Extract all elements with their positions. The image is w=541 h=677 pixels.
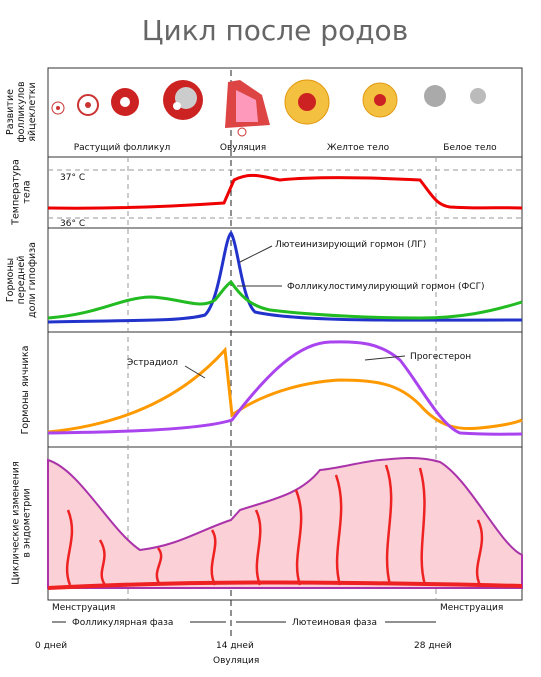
side-label: в эндометрии [22, 488, 33, 557]
side-labels: Развитие фолликулов яйцеклетки Температура т… [5, 81, 38, 585]
fsh-curve [47, 279, 523, 320]
side-label: доли гипофиза [27, 242, 38, 318]
side-label: яйцеклетки [27, 82, 38, 141]
ovulation-label: Овуляция [213, 656, 259, 666]
side-label: Гормоны яичника [20, 346, 31, 435]
stage: Белое тело [443, 143, 497, 153]
side-label: Гормоны [5, 258, 16, 302]
phase: Фолликулярная фаза [72, 618, 173, 628]
level: 37° C [60, 173, 85, 183]
stage: Растущий фолликул [74, 143, 171, 153]
pointer [239, 245, 273, 263]
curve-label: Фолликулостимулирующий гормон (ФСГ) [287, 282, 485, 292]
lh-curve [47, 230, 523, 324]
caption: Менструация [52, 603, 115, 613]
side-label: Циклические изменения [11, 461, 22, 584]
estradiol-curve [47, 346, 523, 434]
caption: Менструация [440, 603, 503, 613]
follicles [51, 79, 486, 137]
level: 36° C [60, 219, 85, 229]
vessels [47, 464, 523, 590]
pointer [184, 365, 206, 379]
curve-label: Эстрадиол [127, 358, 178, 368]
pointer [364, 355, 406, 361]
stage: Желтое тело [327, 143, 390, 153]
endometrium [47, 457, 523, 589]
frames [47, 67, 523, 601]
stage: Овуляция [220, 143, 266, 153]
curve-label: Прогестерон [410, 352, 471, 362]
side-label: Температура [11, 159, 22, 226]
side-label: передней [16, 256, 27, 305]
phase: Лютеиновая фаза [292, 618, 377, 628]
day: 14 дней [216, 641, 254, 651]
progesterone-curve [47, 340, 523, 436]
side-label: тела [22, 180, 33, 203]
side-label: Развитие [5, 89, 16, 135]
temperature-curve [47, 173, 523, 210]
curve-label: Лютеинизирующий гормон (ЛГ) [275, 240, 426, 250]
side-label: фолликулов [16, 81, 27, 142]
day: 28 дней [414, 641, 452, 651]
title: Цикл после родов [142, 14, 408, 47]
day: 0 дней [35, 641, 67, 651]
